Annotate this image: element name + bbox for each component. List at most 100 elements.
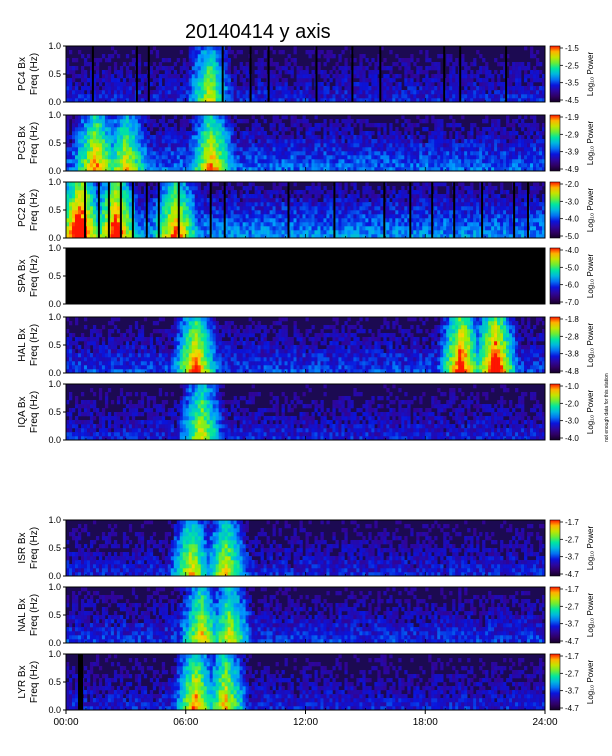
spectrogram-cell xyxy=(485,98,489,103)
spectrogram-cell xyxy=(392,163,396,168)
spectrogram-cell xyxy=(206,82,210,87)
spectrogram-cell xyxy=(473,167,477,172)
spectrogram-cell xyxy=(167,198,172,203)
spectrogram-cell xyxy=(359,202,363,207)
spectrogram-cell xyxy=(452,62,456,67)
spectrogram-cell xyxy=(200,163,205,168)
spectrogram-cell xyxy=(248,226,252,231)
spectrogram-cell xyxy=(92,218,97,223)
spectrogram-cell xyxy=(251,210,255,215)
spectrogram-cell xyxy=(422,94,426,99)
spectrogram-cell xyxy=(365,163,369,168)
spectrogram-cell xyxy=(518,66,522,71)
spectrogram-cell xyxy=(464,94,468,99)
spectrogram-cell xyxy=(368,78,372,83)
spectrogram-cell xyxy=(152,167,157,172)
spectrogram-cell xyxy=(260,90,264,95)
spectrogram-cell xyxy=(125,159,130,164)
spectrogram-cell xyxy=(242,206,246,211)
spectrogram-cell xyxy=(86,190,91,195)
spectrogram-cell xyxy=(77,135,82,140)
spectrogram-cell xyxy=(416,198,420,203)
spectrogram-cell xyxy=(524,143,528,148)
spectrogram-cell xyxy=(500,155,504,160)
spectrogram-cell xyxy=(170,182,175,187)
spectrogram-cell xyxy=(530,94,534,99)
spectrogram-cell xyxy=(248,139,252,144)
spectrogram-cell xyxy=(422,147,426,152)
spectrogram-cell xyxy=(248,163,252,168)
spectrogram-cell xyxy=(323,98,327,103)
spectrogram-cell xyxy=(170,155,175,160)
spectrogram-cell xyxy=(368,86,372,91)
spectrogram-cell xyxy=(386,210,390,215)
spectrogram-cell xyxy=(158,226,163,231)
spectrogram-cell xyxy=(179,135,184,140)
spectrogram-cell xyxy=(368,202,372,207)
spectrogram-cell xyxy=(281,78,285,83)
spectrogram-cell xyxy=(497,151,501,156)
spectrogram-cell xyxy=(335,70,339,75)
spectrogram-cell xyxy=(95,90,100,95)
spectrogram-cell xyxy=(113,155,118,160)
spectrogram-cell xyxy=(500,167,504,172)
spectrogram-cell xyxy=(95,163,100,168)
spectrogram-cell xyxy=(350,222,354,227)
spectrogram-cell xyxy=(275,202,279,207)
spectrogram-cell xyxy=(77,119,82,124)
spectrogram-cell xyxy=(194,218,199,223)
spectrogram-cell xyxy=(173,230,178,235)
spectrogram-cell xyxy=(200,123,205,128)
spectrogram-cell xyxy=(143,230,148,235)
spectrogram-cell xyxy=(326,198,330,203)
spectrogram-cell xyxy=(122,143,127,148)
spectrogram-cell xyxy=(203,46,207,51)
spectrogram-cell xyxy=(266,135,270,140)
spectrogram-cell xyxy=(533,78,537,83)
spectrogram-cell xyxy=(407,210,411,215)
spectrogram-cell xyxy=(494,151,498,156)
spectrogram-cell xyxy=(158,218,163,223)
spectrogram-cell xyxy=(500,147,504,152)
spectrogram-cell xyxy=(329,98,333,103)
spectrogram-cell xyxy=(95,139,100,144)
spectrogram-cell xyxy=(284,78,288,83)
spectrogram-cell xyxy=(86,98,91,103)
spectrogram-cell xyxy=(284,86,288,91)
spectrogram-cell xyxy=(110,119,115,124)
spectrogram-cell xyxy=(140,226,145,231)
spectrogram-cell xyxy=(224,135,228,140)
spectrogram-cell xyxy=(170,82,175,87)
spectrogram-cell xyxy=(296,78,300,83)
spectrogram-cell xyxy=(371,155,375,160)
spectrogram-cell xyxy=(170,147,175,152)
spectrogram-cell xyxy=(191,186,196,191)
spectrogram-cell xyxy=(467,147,471,152)
spectrogram-cell xyxy=(509,135,513,140)
spectrogram-cell xyxy=(539,147,543,152)
spectrogram-cell xyxy=(179,202,184,207)
spectrogram-cell xyxy=(500,163,504,168)
spectrogram-cell xyxy=(275,218,279,223)
spectrogram-cell xyxy=(401,163,405,168)
spectrogram-cell xyxy=(323,155,327,160)
spectrogram-cell xyxy=(257,86,261,91)
spectrogram-cell xyxy=(272,131,276,136)
spectrogram-cell xyxy=(404,159,408,164)
spectrogram-cell xyxy=(365,214,369,219)
spectrogram-cell xyxy=(143,131,148,136)
spectrogram-cell xyxy=(212,115,216,120)
spectrogram-cell xyxy=(356,194,360,199)
spectrogram-cell xyxy=(380,82,384,87)
spectrogram-cell xyxy=(113,50,118,55)
spectrogram-cell xyxy=(431,82,435,87)
spectrogram-cell xyxy=(473,74,477,79)
spectrogram-cell xyxy=(161,214,166,219)
spectrogram-cell xyxy=(398,214,402,219)
spectrogram-cell xyxy=(530,78,534,83)
spectrogram-cell xyxy=(452,143,456,148)
spectrogram-cell xyxy=(497,123,501,128)
spectrogram-cell xyxy=(455,123,459,128)
spectrogram-cell xyxy=(266,214,270,219)
spectrogram-cell xyxy=(389,131,393,136)
